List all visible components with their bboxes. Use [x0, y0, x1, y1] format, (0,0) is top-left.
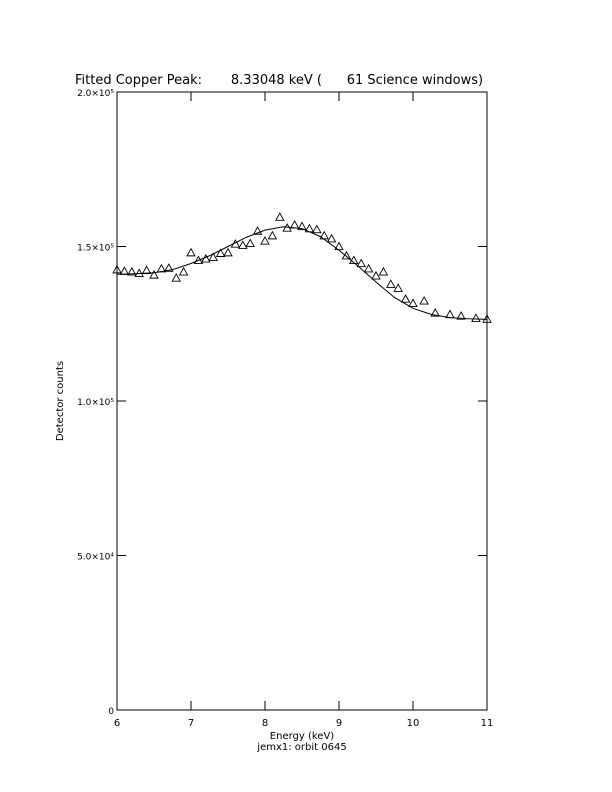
data-point	[260, 236, 270, 245]
data-point	[149, 270, 159, 279]
data-point	[334, 241, 344, 251]
data-point	[275, 212, 285, 221]
x-tick-label: 11	[481, 718, 494, 729]
y-axis-label: Detector counts	[55, 361, 66, 441]
data-point	[430, 308, 440, 317]
data-point	[456, 311, 466, 320]
data-point	[445, 309, 455, 319]
data-point	[400, 294, 411, 303]
x-tick-label: 7	[188, 718, 194, 729]
y-tick-label: 2.0×10⁵	[77, 89, 114, 99]
data-point	[178, 266, 189, 276]
data-point	[282, 223, 292, 232]
x-axis-label: Energy (keV)	[270, 731, 335, 742]
data-point	[193, 255, 204, 265]
data-point	[164, 263, 174, 272]
data-point	[127, 266, 137, 276]
data-point	[319, 230, 329, 240]
data-point	[341, 250, 352, 260]
y-tick-label: 1.5×10⁵	[77, 244, 114, 254]
data-point	[393, 283, 403, 292]
x-tick-label: 9	[336, 718, 342, 729]
data-point	[419, 295, 429, 305]
data-point	[186, 247, 196, 257]
data-point	[312, 224, 322, 234]
data-point	[356, 258, 366, 268]
data-point	[482, 314, 492, 323]
data-point	[223, 247, 233, 257]
data-point	[349, 255, 359, 265]
data-point	[408, 298, 418, 308]
data-point	[471, 313, 481, 322]
data-point	[297, 221, 307, 231]
data-point	[112, 264, 122, 274]
x-tick-label: 10	[407, 718, 420, 729]
y-tick-label: 0	[108, 707, 114, 717]
data-point	[156, 263, 167, 273]
data-point	[378, 266, 389, 276]
data-point	[304, 223, 315, 233]
data-point	[134, 268, 144, 278]
data-point	[201, 253, 211, 263]
subtitle: jemx1: orbit 0645	[256, 742, 346, 753]
x-tick-label: 6	[114, 718, 120, 729]
data-point	[141, 265, 152, 274]
data-point	[386, 279, 396, 288]
data-point	[230, 239, 241, 248]
data-point	[238, 240, 248, 249]
data-point	[252, 226, 263, 235]
data-point	[267, 230, 278, 240]
fit-line	[116, 226, 488, 320]
data-point	[119, 266, 130, 275]
data-point	[363, 263, 374, 273]
data-point	[371, 270, 381, 280]
data-point	[215, 248, 226, 257]
data-point	[289, 219, 300, 229]
data-point	[326, 233, 337, 243]
y-tick-label: 1.0×10⁵	[77, 398, 114, 408]
data-point	[208, 252, 218, 261]
x-tick-label: 8	[262, 718, 268, 729]
y-tick-label: 5.0×10⁴	[77, 553, 114, 563]
chart-title: Fitted Copper Peak: 8.33048 keV ( 61 Sci…	[75, 73, 483, 88]
data-point	[171, 273, 181, 282]
data-point	[245, 238, 255, 248]
